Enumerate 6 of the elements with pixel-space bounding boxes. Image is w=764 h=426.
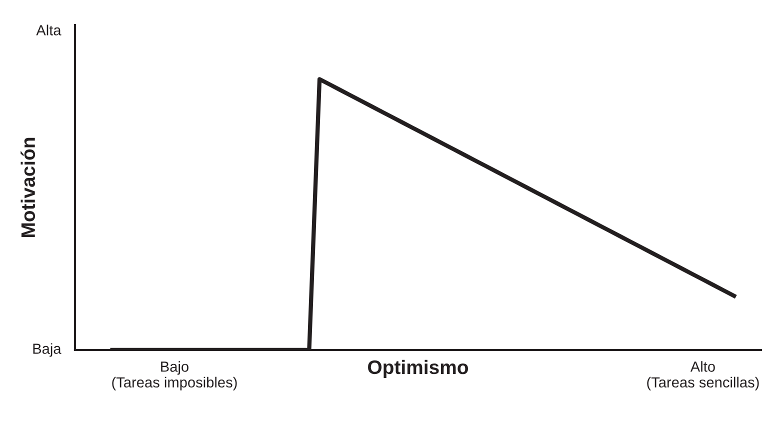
text: Baja (33, 343, 62, 357)
x-axis-title: Optimismo (368, 360, 468, 378)
text: Alta (36, 24, 62, 36)
x-tick-label: Alto (Tareas sencillas) (647, 361, 759, 390)
y-axis-title: Motivación (20, 138, 36, 237)
x-tick-label: Bajo (Tareas imposibles) (112, 361, 237, 390)
